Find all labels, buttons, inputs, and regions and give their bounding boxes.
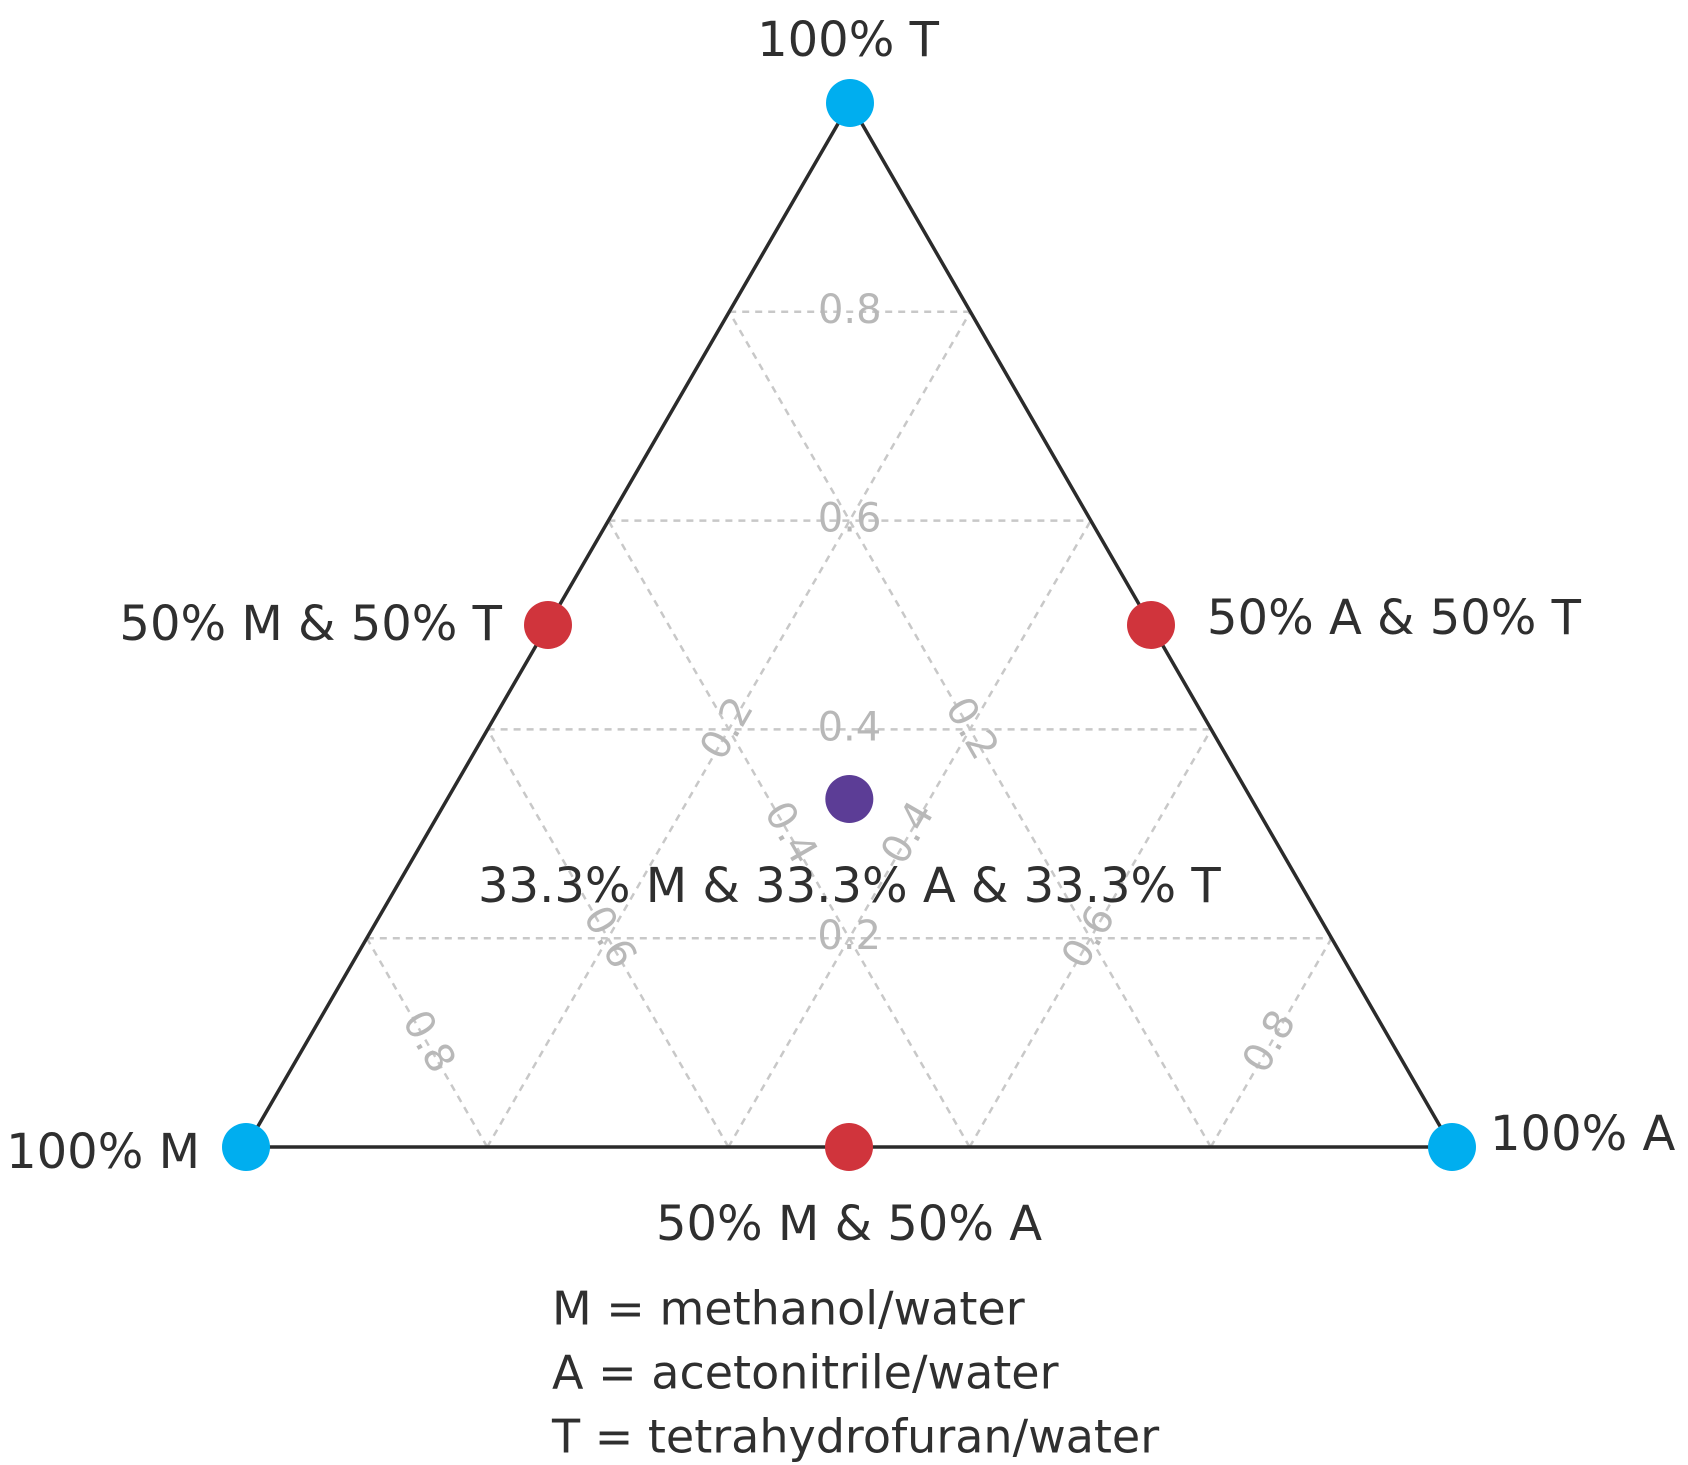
point-label: 100% A: [1490, 1106, 1675, 1162]
grid-line: [486, 311, 972, 1148]
tick-label: 0.2: [817, 913, 881, 959]
point-label: 50% M & 50% A: [656, 1196, 1042, 1252]
tick-label: 0.6: [818, 496, 882, 542]
composition-point: [1428, 1123, 1476, 1171]
grid-line: [968, 728, 1213, 1148]
grid-line: [486, 728, 730, 1148]
grid-line: [727, 519, 1092, 1148]
point-label: 50% A & 50% T: [1207, 590, 1582, 646]
grid-line: [1209, 937, 1333, 1148]
composition-point: [826, 79, 874, 127]
composition-point: [222, 1123, 270, 1171]
point-label: 50% M & 50% T: [119, 596, 502, 652]
point-label: 33.3% M & 33.3% A & 33.3% T: [478, 858, 1221, 914]
composition-point: [825, 1123, 873, 1171]
grid-line: [607, 519, 971, 1148]
tick-label: 0.8: [393, 1003, 465, 1081]
legend-note: M = methanol/water: [552, 1282, 1025, 1336]
legend-note: T = tetrahydrofuran/water: [551, 1410, 1159, 1464]
legend-note: A = acetonitrile/water: [552, 1346, 1059, 1400]
grid: 0.20.40.60.80.20.40.60.80.20.40.60.8: [365, 287, 1333, 1148]
point-label: 100% M: [6, 1124, 200, 1180]
grid-line: [365, 937, 489, 1148]
tick-label: 0.4: [818, 704, 882, 750]
composition-point: [524, 601, 572, 649]
composition-point: [825, 775, 874, 823]
composition-point: [1127, 601, 1175, 649]
point-label: 100% T: [757, 12, 939, 68]
tick-label: 0.8: [1234, 1003, 1306, 1081]
tick-label: 0.8: [818, 287, 882, 333]
